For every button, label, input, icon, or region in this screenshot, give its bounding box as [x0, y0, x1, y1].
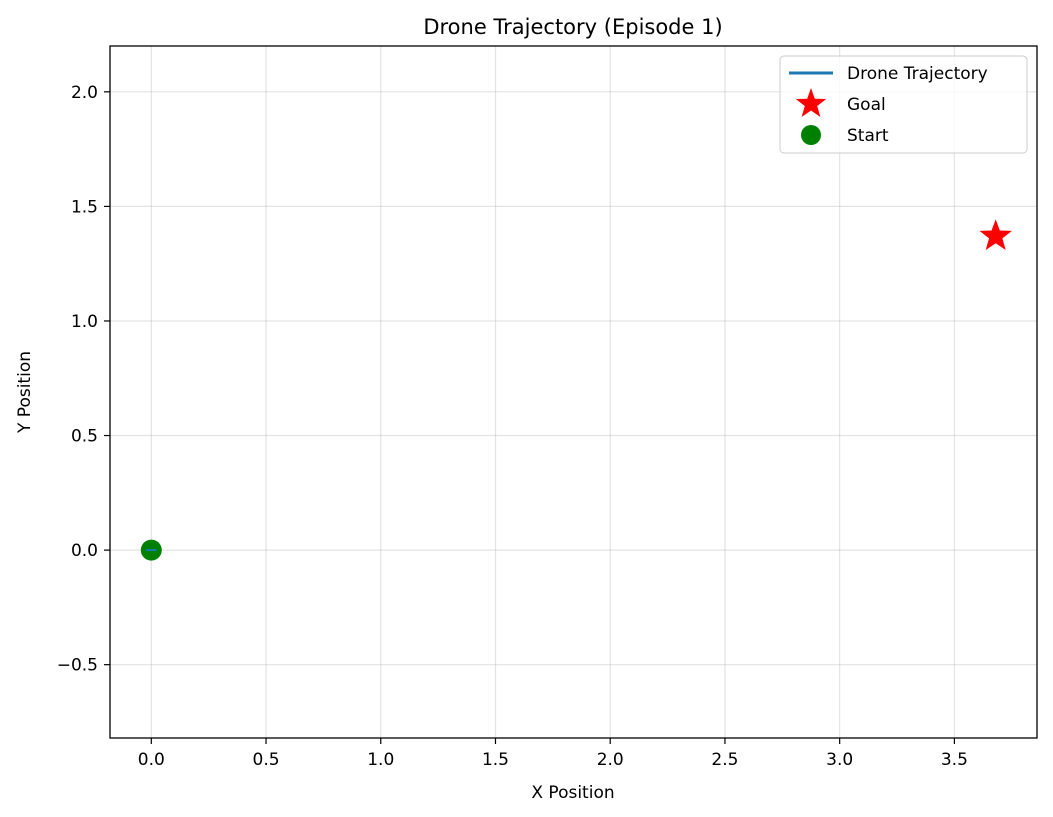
plot-area [140, 219, 1012, 561]
y-tick-label: 1.5 [71, 197, 98, 217]
x-tick-label: 0.0 [138, 750, 165, 770]
legend-label-goal: Goal [847, 95, 886, 115]
x-tick-label: 2.5 [711, 750, 738, 770]
legend-circle-swatch [801, 125, 821, 145]
legend: Drone Trajectory Goal Start [779, 55, 1028, 154]
goal-marker [979, 219, 1012, 250]
y-tick-label: 2.0 [71, 83, 98, 103]
ticks: 0.0 0.5 1.0 1.5 2.0 2.5 3.0 3.5 −0.5 0.0 0.5 1.0 1.5… [57, 83, 968, 770]
x-tick-label: 2.0 [597, 750, 624, 770]
axes-frame [109, 45, 1038, 739]
y-tick-label: 0.5 [71, 427, 98, 447]
legend-star-swatch [795, 88, 827, 117]
y-axis-label: Y Position [15, 351, 35, 434]
x-tick-label: 0.5 [253, 750, 280, 770]
legend-label-start: Start [847, 126, 889, 146]
y-tick-label: −0.5 [57, 656, 98, 676]
y-tick-label: 1.0 [71, 312, 98, 332]
x-tick-label: 1.5 [482, 750, 509, 770]
chart-title: Drone Trajectory (Episode 1) [423, 15, 722, 39]
y-tick-label: 0.0 [71, 541, 98, 561]
legend-label-trajectory: Drone Trajectory [847, 64, 988, 84]
x-tick-label: 3.0 [826, 750, 853, 770]
x-tick-label: 3.5 [941, 750, 968, 770]
x-axis-label: X Position [531, 783, 614, 803]
x-tick-label: 1.0 [367, 750, 394, 770]
legend-frame [779, 55, 1028, 154]
